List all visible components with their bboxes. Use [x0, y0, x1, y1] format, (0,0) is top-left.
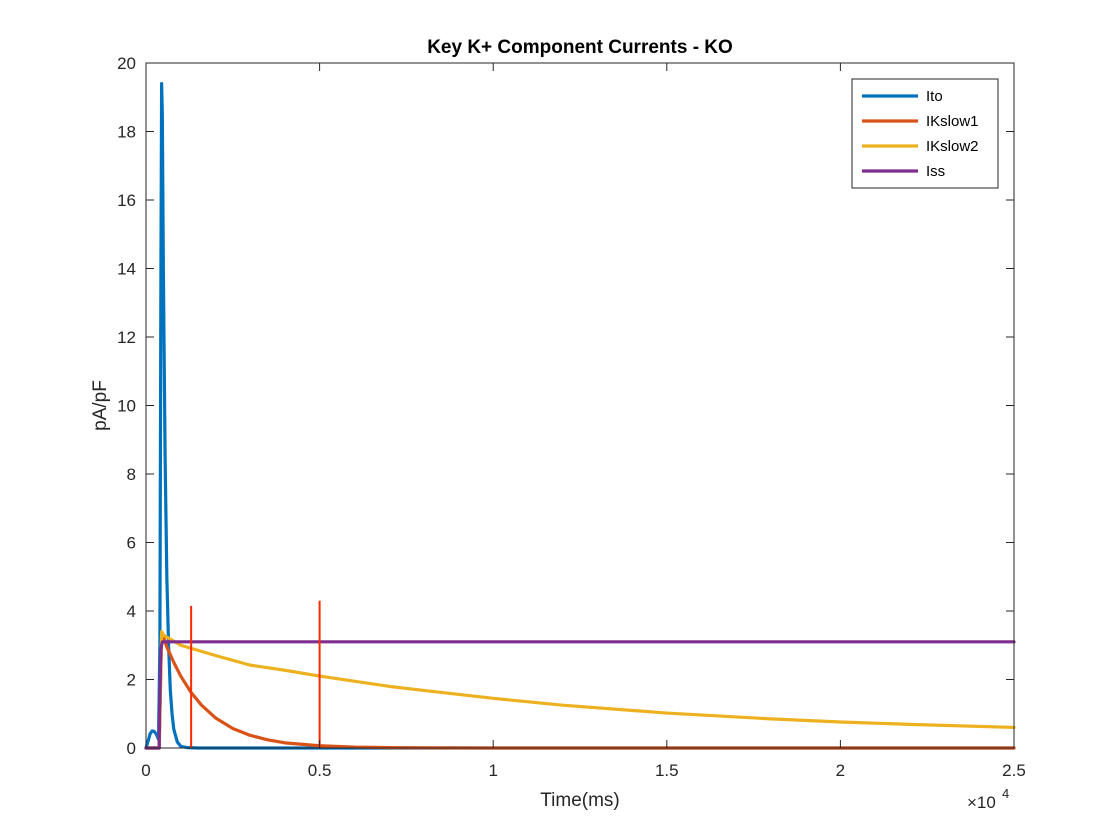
x-tick-label: 0	[141, 761, 150, 780]
y-tick-label: 4	[127, 602, 136, 621]
y-tick-label: 18	[117, 123, 136, 142]
y-tick-label: 6	[127, 534, 136, 553]
series-line-ikslow2	[144, 629, 1016, 750]
x-tick-label: 0.5	[308, 761, 332, 780]
y-tick-label: 14	[117, 260, 136, 279]
legend: Ito IKslow1 IKslow2 Iss	[851, 78, 999, 189]
x-tick-label: 2	[836, 761, 845, 780]
x-exponent-base: ×10	[967, 793, 996, 812]
y-tick-label: 10	[117, 397, 136, 416]
legend-label-ito: Ito	[926, 88, 943, 105]
chart-title: Key K+ Component Currents - KO	[427, 37, 733, 58]
x-tick-label: 1.5	[655, 761, 679, 780]
y-tick-label: 8	[127, 465, 136, 484]
x-tick-label: 2.5	[1002, 761, 1026, 780]
y-tick-label: 16	[117, 191, 136, 210]
legend-label-ikslow2: IKslow2	[926, 138, 979, 155]
y-tick-label: 0	[127, 739, 136, 758]
x-axis-exponent: ×10 4	[967, 786, 1009, 812]
x-tick-label: 1	[488, 761, 497, 780]
x-exponent-power: 4	[1002, 786, 1009, 801]
y-tick-label: 20	[117, 54, 136, 73]
y-axis-label: pA/pF	[90, 380, 111, 431]
legend-label-iss: Iss	[926, 163, 945, 180]
y-tick-label: 2	[127, 671, 136, 690]
legend-label-ikslow1: IKslow1	[926, 113, 979, 130]
y-tick-label: 12	[117, 328, 136, 347]
x-axis-label: Time(ms)	[540, 790, 620, 811]
